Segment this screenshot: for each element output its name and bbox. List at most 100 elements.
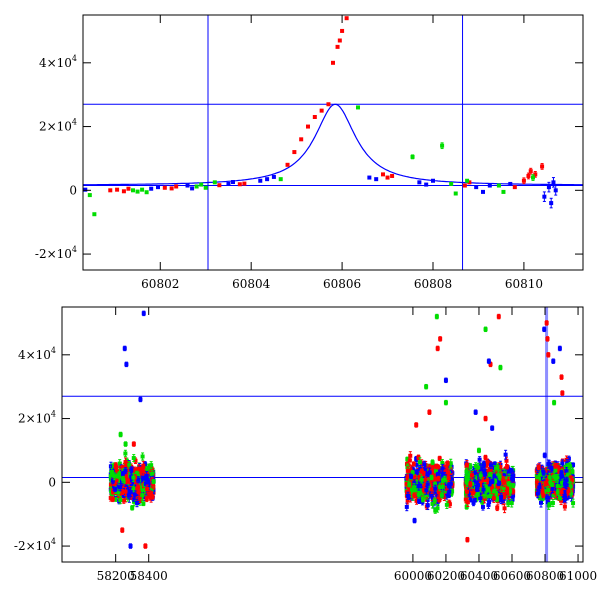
data-point-green-marker [204,186,208,190]
season-point-green-marker [150,472,154,476]
data-point-red [126,187,130,191]
season-point-red-marker [111,497,115,501]
data-point-green-marker [213,180,217,184]
data-point-green-marker [501,190,505,194]
data-point-blue [272,175,276,179]
y-tick-exponent: 4 [72,118,77,127]
full-data-points [109,311,575,548]
data-point-red [115,188,119,192]
data-point-red [336,45,340,49]
data-point-red [217,183,221,187]
data-point-blue [149,187,153,191]
data-point-blue-marker [542,195,546,199]
data-point-green-marker [411,155,415,159]
data-point-blue-marker [79,186,83,190]
data-point-blue [481,190,485,194]
data-point-blue-marker [226,182,230,186]
data-point-green [199,183,203,187]
data-point-green [131,188,135,192]
season-point-green-marker [141,454,145,458]
data-point-red-marker [292,150,296,154]
x-tick-label: 60806 [323,277,361,291]
data-point-blue-marker [474,185,478,189]
season-point-blue-marker [113,487,117,491]
data-point-green [454,192,458,196]
season-point-blue [129,467,133,473]
data-point-blue-marker [547,185,551,189]
season-point-green-marker [132,456,136,460]
data-point-blue [474,185,478,189]
y-tick-label: 0 [69,183,77,197]
data-point-red-marker [313,115,317,119]
data-point-blue-marker [156,185,160,189]
data-point-red [540,164,544,170]
data-point-blue-marker [481,190,485,194]
season-point-green [152,479,156,483]
data-point-blue-marker [231,180,235,184]
season-point-red-marker [141,470,145,474]
y-tick-mantissa: -2×10 [35,247,72,261]
data-point-green-marker [145,190,149,194]
data-point-green-marker [449,182,453,186]
season-point-red [122,498,126,504]
season-point-red-marker [136,485,140,489]
data-point-blue [508,182,512,186]
data-point-red-marker [115,188,119,192]
data-point-blue [156,185,160,189]
data-point-green-marker [88,193,92,197]
season-point-red-marker [137,490,141,494]
season-point-red-marker [145,497,149,501]
data-point-red-marker [326,102,330,106]
data-point-green-marker [195,184,199,188]
data-point-blue-marker [554,188,558,192]
data-point-green [465,179,469,183]
data-point-blue [79,186,83,190]
data-point-green [501,190,505,194]
data-point-red-marker [242,182,246,186]
data-point-red-marker [526,174,530,178]
data-point-red-marker [306,125,310,129]
data-point-red-marker [320,109,324,113]
data-point-green-marker [136,190,140,194]
data-point-red [242,182,246,186]
season-point-green-marker [152,480,156,484]
data-point-green-marker [465,179,469,183]
season-point-green [141,502,145,506]
data-point-green [449,182,453,186]
season-point-green-marker [112,474,116,478]
data-point-red [320,109,324,113]
data-point-red [122,189,126,193]
full-overlay-layer [62,307,583,562]
y-tick-label: 2×104 [39,118,77,134]
data-point-red [299,137,303,141]
data-point-red-marker [336,45,340,49]
data-point-blue [258,179,262,183]
data-point-red-marker [122,189,126,193]
y-tick-exponent: 4 [72,245,77,254]
season-point-green-marker [141,502,145,506]
data-point-green [140,188,144,192]
data-point-green-marker [140,188,144,192]
y-tick-label: 4×104 [39,54,77,70]
data-point-green [204,186,208,190]
data-point-red [286,163,290,167]
data-point-red-marker [340,29,344,33]
data-point-blue [226,182,230,186]
data-point-blue [424,183,428,187]
data-point-blue [367,176,371,180]
data-point-red-marker [338,39,342,43]
data-point-red [174,184,178,188]
data-point-blue-marker [488,184,492,188]
data-point-blue [547,182,551,192]
data-point-blue-marker [431,179,435,183]
data-point-blue [231,180,235,184]
data-point-blue [549,198,553,208]
data-point-blue-marker [186,184,190,188]
data-point-red [108,188,112,192]
data-point-blue [542,192,546,202]
data-point-green-marker [131,188,135,192]
data-point-blue [186,184,190,188]
data-point-red-marker [390,174,394,178]
season-point-green [123,450,127,456]
data-point-green [440,143,444,149]
